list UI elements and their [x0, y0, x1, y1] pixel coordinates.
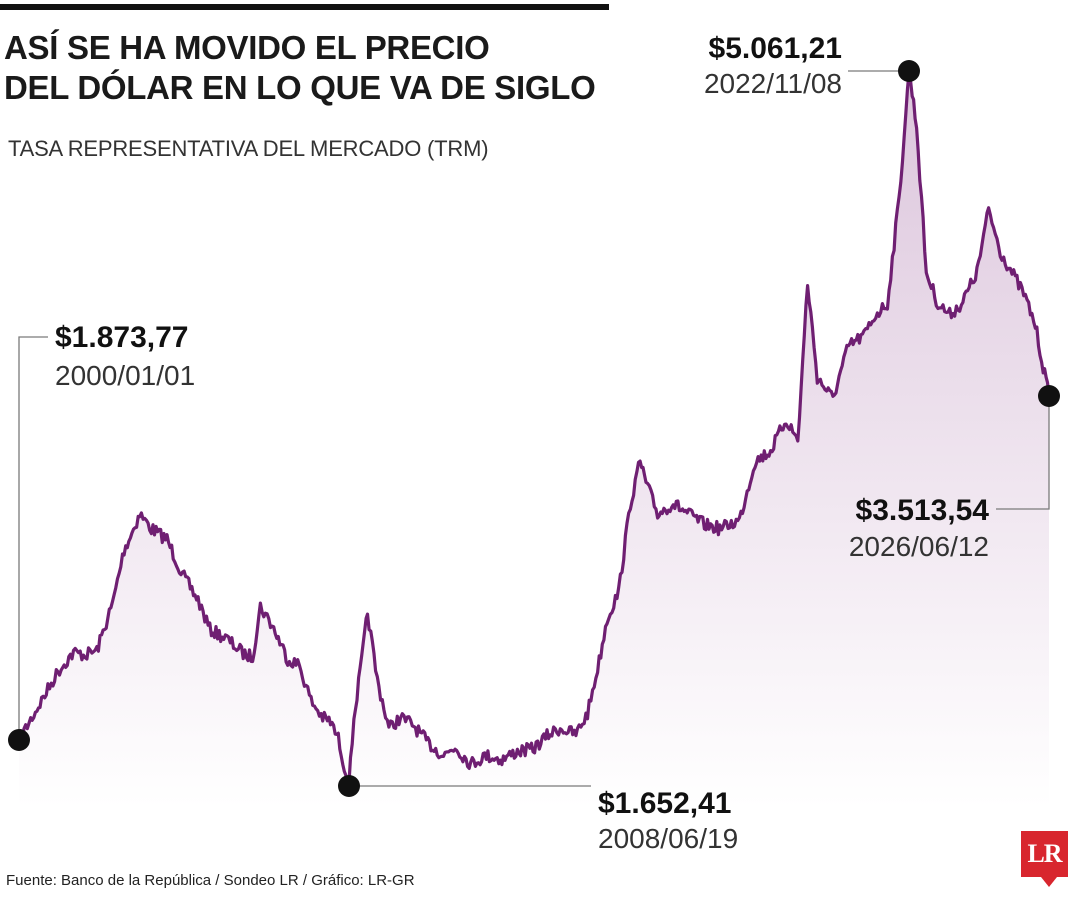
chart-title: ASÍ SE HA MOVIDO EL PRECIO DEL DÓLAR EN …	[4, 28, 596, 108]
annotation-leader	[996, 396, 1050, 510]
annotation-1: $1.873,77 2000/01/01	[8, 321, 195, 751]
chart-title-line-2: DEL DÓLAR EN LO QUE VA DE SIGLO	[4, 69, 596, 106]
chart-title-line-1: ASÍ SE HA MOVIDO EL PRECIO	[4, 29, 490, 66]
annotation-price: $3.513,54	[856, 494, 990, 527]
price-line	[17, 69, 1051, 789]
annotation-date: 2000/01/01	[55, 360, 195, 391]
annotation-date: 2026/06/12	[849, 531, 989, 562]
annotation-4: $3.513,54 2026/06/12	[849, 385, 1060, 562]
annotation-price: $5.061,21	[709, 32, 842, 65]
annotation-marker	[1038, 385, 1060, 407]
annotation-marker	[8, 729, 30, 751]
area-fill	[19, 70, 1049, 809]
chart-subtitle: TASA REPRESENTATIVA DEL MERCADO (TRM)	[8, 136, 489, 161]
annotation-date: 2008/06/19	[598, 823, 738, 854]
top-rule	[0, 4, 609, 10]
annotation-marker	[338, 775, 360, 797]
annotation-leader	[18, 336, 48, 740]
annotation-price: $1.652,41	[598, 787, 731, 820]
plot-layer	[17, 69, 1051, 809]
lr-logo: LR	[1021, 831, 1068, 887]
annotation-price: $1.873,77	[55, 321, 188, 354]
annotation-date: 2022/11/08	[704, 68, 842, 99]
annotation-marker	[898, 60, 920, 82]
source-note: Fuente: Banco de la República / Sondeo L…	[6, 872, 415, 889]
